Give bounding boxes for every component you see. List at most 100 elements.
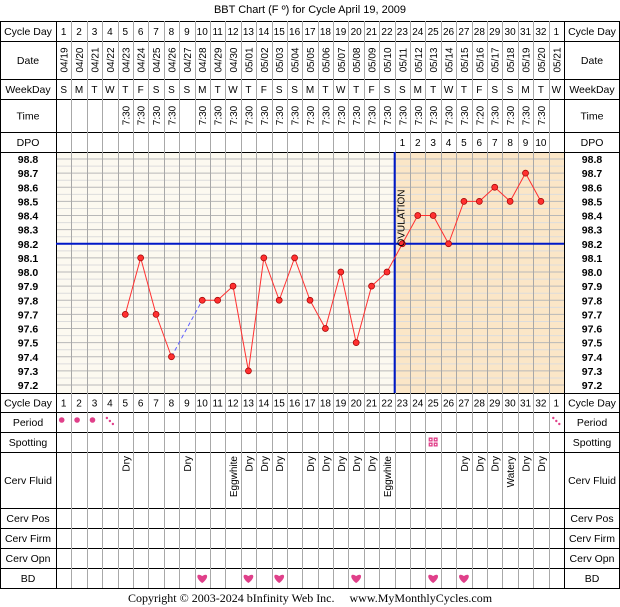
row-label-left-cycle-day: Cycle Day [4,398,53,410]
y-tick-label-left: 97.6 [18,324,39,336]
row-label-left-cycle-day: Cycle Day [4,26,53,38]
cycle-day-cell-bottom: 8 [169,399,175,410]
date-cell: 05/10 [383,47,394,72]
cycle-day-cell-bottom: 28 [474,399,486,410]
temp-segment [509,172,526,202]
dpo-cell: 1 [400,138,406,149]
temp-segment [448,201,465,244]
dpo-cell: 8 [507,138,513,149]
weekday-cell: W [444,85,454,96]
y-tick-label-left: 97.7 [18,309,39,321]
row-label-right-cycle-day: Cycle Day [568,26,617,38]
temp-point [291,254,298,262]
time-cell: 7:30 [214,105,225,125]
ovulation-label: OVULATION [397,189,408,246]
weekday-cell: T [322,85,328,96]
row-label-left-cerv-pos: Cerv Pos [6,513,49,525]
temp-point [383,268,391,276]
cycle-day-cell: 2 [76,27,82,38]
row-label-right-cycle-day: Cycle Day [568,398,617,410]
time-cell: 7:30 [121,105,132,125]
dpo-cell: 2 [415,138,421,149]
weekday-cell: M [521,85,529,96]
cycle-day-cell: 13 [243,27,255,38]
time-cell: 7:30 [337,105,348,125]
cerv-fluid-cell: Dry [244,456,255,472]
time-cell: 7:30 [368,105,379,125]
dpo-cell: 10 [535,138,547,149]
date-cell: 05/20 [537,47,548,72]
time-cell: 7:30 [137,105,148,125]
date-cell: 05/13 [429,47,440,72]
period-light-dot [108,419,112,423]
period-dot [74,417,80,423]
time-cell: 7:30 [291,105,302,125]
temp-point [491,183,499,191]
cycle-day-cell: 14 [258,27,270,38]
cycle-day-cell-bottom: 22 [381,399,393,410]
weekday-cell: T [430,85,436,96]
y-tick-label-right: 98.6 [582,182,603,194]
period-dot [58,417,65,423]
cycle-day-cell: 23 [397,27,409,38]
weekday-cell: S [184,85,191,96]
time-cell: 7:30 [522,105,533,125]
row-label-left-period: Period [13,417,44,429]
row-label-right-date: Date [581,55,603,67]
temp-segment [247,257,265,371]
temp-segment [232,286,249,371]
row-label-left-spotting: Spotting [9,437,48,449]
weekday-cell: M [75,85,83,96]
y-tick-label-left: 98.8 [18,154,39,166]
time-cell: 7:30 [537,105,548,125]
y-tick-label-left: 98.1 [18,253,39,265]
cycle-day-cell-bottom: 23 [397,399,409,410]
y-tick-label-left: 97.4 [18,352,39,364]
weekday-cell: T [245,85,251,96]
date-cell: 05/19 [522,47,533,72]
cycle-day-cell-bottom: 12 [227,399,239,410]
temp-segment [432,215,449,244]
cerv-fluid-cell: Watery [506,456,517,487]
cerv-fluid-cell: Dry [321,456,332,472]
y-tick-label-right: 98.4 [582,211,603,223]
temp-point [229,282,237,290]
y-tick-label-right: 98.8 [582,154,603,166]
row-label-right-cerv-fluid: Cerv Fluid [568,475,616,487]
chart-title: BBT Chart (F º) for Cycle April 19, 2009 [214,4,406,16]
cycle-day-cell-bottom: 32 [535,399,547,410]
cerv-fluid-cell: Eggwhite [383,456,394,498]
row-label-right-weekday: WeekDay [569,84,615,96]
time-cell: 7:30 [321,105,332,125]
cerv-fluid-cell: Dry [121,456,132,472]
row-label-left-cerv-fluid: Cerv Fluid [4,475,52,487]
temp-point [275,296,283,304]
temp-point [152,311,160,318]
y-tick-label-left: 98.5 [18,196,39,208]
date-cell: 05/07 [337,47,348,72]
time-cell: 7:30 [491,105,502,125]
row-label-right-bd: BD [585,573,600,585]
cycle-day-cell-bottom: 30 [505,399,517,410]
bd-heart-icon [459,574,469,583]
cycle-day-cell-bottom: 16 [289,399,301,410]
temp-point [537,198,545,205]
y-tick-label-right: 98.5 [582,196,603,208]
date-cell: 04/30 [229,47,240,72]
cerv-fluid-cell: Dry [475,456,486,472]
dpo-cell: 5 [461,138,467,149]
temp-segment [278,257,296,301]
date-cell: 04/24 [137,47,148,72]
weekday-cell: M [198,85,206,96]
cerv-fluid-cell: Dry [368,456,379,472]
cycle-day-cell: 17 [304,27,316,38]
time-cell: 7:30 [244,105,255,125]
temp-segment [340,271,357,343]
spotting-mark-center [434,443,437,446]
row-label-right-cerv-pos: Cerv Pos [570,513,613,525]
weekday-cell: S [153,85,160,96]
temp-point [198,296,206,304]
spotting-mark-center [429,443,432,446]
temp-point [368,282,375,290]
